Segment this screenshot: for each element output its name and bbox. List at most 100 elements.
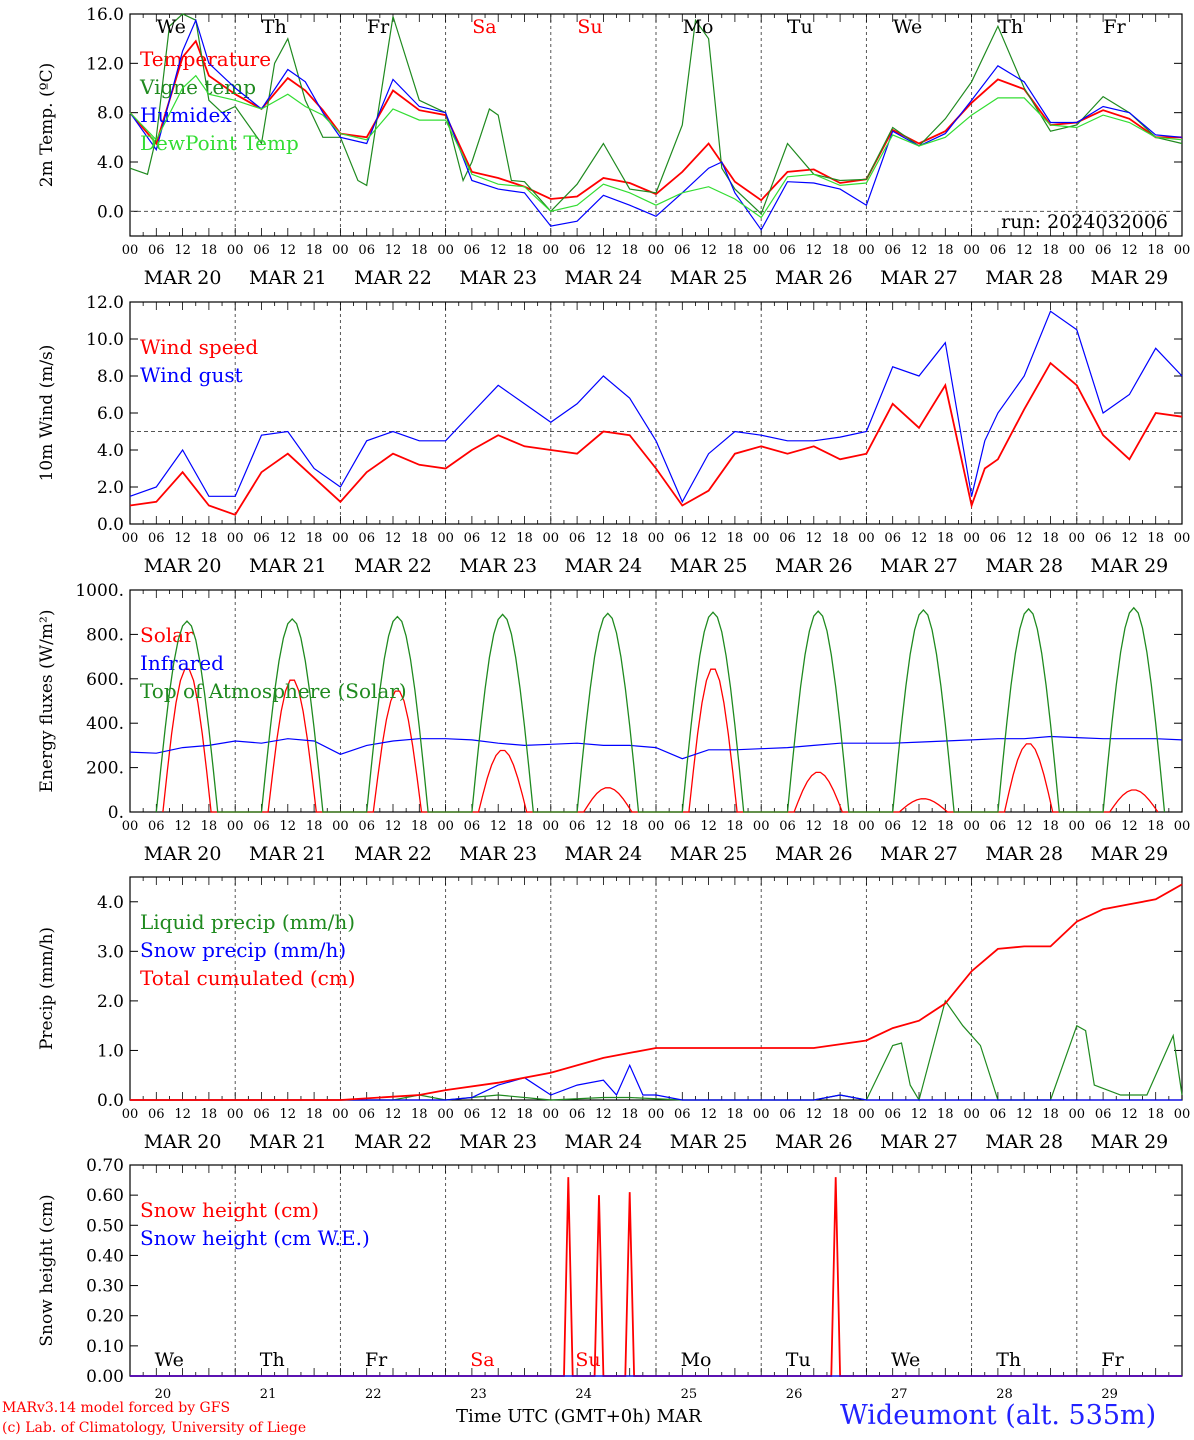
hour-tick-label: 00 xyxy=(1174,819,1191,834)
hour-tick-label: 06 xyxy=(569,243,586,258)
y-axis-label: Snow height (cm) xyxy=(37,1194,57,1346)
hour-tick-label: 12 xyxy=(280,243,297,258)
series-line xyxy=(129,310,1183,504)
hour-tick-label: 06 xyxy=(884,1107,901,1122)
y-tick-label: 0.50 xyxy=(86,1216,124,1236)
hour-tick-label: 18 xyxy=(621,819,638,834)
hour-tick-label: 12 xyxy=(1016,819,1033,834)
hour-tick-label: 00 xyxy=(332,243,349,258)
hour-tick-label: 18 xyxy=(201,819,218,834)
hour-tick-label: 06 xyxy=(253,819,270,834)
weekday-label: Tu xyxy=(788,16,813,38)
legend-entry: Solar xyxy=(140,623,194,647)
hour-tick-label: 18 xyxy=(306,243,323,258)
hour-tick-label: 18 xyxy=(832,1107,849,1122)
y-tick-label: 0.00 xyxy=(86,1367,124,1387)
weekday-label: Sa xyxy=(472,16,496,38)
hour-tick-label: 18 xyxy=(727,819,744,834)
date-label: MAR 20 xyxy=(144,1131,222,1153)
hour-tick-label: 18 xyxy=(1147,243,1164,258)
series-line xyxy=(155,606,1166,813)
date-label: MAR 26 xyxy=(775,843,853,865)
legend-entry: Infrared xyxy=(140,651,224,675)
hour-tick-label: 00 xyxy=(122,1107,139,1122)
series-line xyxy=(130,1063,1182,1101)
hour-tick-label: 06 xyxy=(148,819,165,834)
hour-tick-label: 00 xyxy=(753,819,770,834)
date-label: MAR 20 xyxy=(144,555,222,577)
hour-tick-label: 00 xyxy=(858,819,875,834)
hour-tick-label: 12 xyxy=(174,531,191,546)
y-tick-label: 8.0 xyxy=(97,367,124,387)
day-number-label: 21 xyxy=(260,1387,277,1402)
hour-tick-label: 00 xyxy=(543,819,560,834)
weekday-label: Sa xyxy=(470,1349,494,1371)
hour-tick-label: 06 xyxy=(358,819,375,834)
hour-tick-label: 12 xyxy=(911,1107,928,1122)
date-label: MAR 28 xyxy=(985,267,1063,289)
y-tick-label: 0.60 xyxy=(86,1186,124,1206)
hour-tick-label: 00 xyxy=(1174,243,1191,258)
hour-tick-label: 06 xyxy=(358,531,375,546)
y-tick-label: 0.0 xyxy=(97,202,124,222)
day-number-label: 28 xyxy=(996,1387,1013,1402)
date-label: MAR 28 xyxy=(985,843,1063,865)
hour-tick-label: 06 xyxy=(674,531,691,546)
hour-tick-label: 00 xyxy=(858,1107,875,1122)
hour-tick-label: 12 xyxy=(806,1107,823,1122)
legend-entry: DewPoint Temp xyxy=(140,131,299,155)
date-label: MAR 28 xyxy=(985,1131,1063,1153)
y-tick-label: 2.0 xyxy=(97,992,124,1012)
date-label: MAR 20 xyxy=(144,843,222,865)
y-tick-label: 4.0 xyxy=(97,893,124,913)
weekday-label: Fr xyxy=(367,16,390,38)
hour-tick-label: 00 xyxy=(1069,531,1086,546)
hour-tick-label: 12 xyxy=(280,1107,297,1122)
hour-tick-label: 12 xyxy=(595,819,612,834)
hour-tick-label: 12 xyxy=(385,243,402,258)
date-label: MAR 22 xyxy=(354,555,432,577)
run-label: run: 2024032006 xyxy=(1001,211,1168,233)
hour-tick-label: 18 xyxy=(727,531,744,546)
day-number-label: 22 xyxy=(365,1387,382,1402)
hour-tick-label: 00 xyxy=(227,243,244,258)
hour-tick-label: 06 xyxy=(464,243,481,258)
hour-tick-label: 00 xyxy=(753,243,770,258)
date-label: MAR 25 xyxy=(670,555,748,577)
date-label: MAR 29 xyxy=(1091,843,1169,865)
hour-tick-label: 12 xyxy=(174,1107,191,1122)
hour-tick-label: 18 xyxy=(937,531,954,546)
hour-tick-label: 18 xyxy=(937,243,954,258)
legend-entry: Snow precip (mm/h) xyxy=(140,938,346,962)
weekday-label: We xyxy=(157,16,186,38)
hour-tick-label: 18 xyxy=(937,1107,954,1122)
hour-tick-label: 00 xyxy=(1174,1107,1191,1122)
y-tick-label: 2.0 xyxy=(97,478,124,498)
hour-tick-label: 12 xyxy=(911,531,928,546)
hour-tick-label: 06 xyxy=(990,1107,1007,1122)
date-label: MAR 26 xyxy=(775,267,853,289)
y-tick-label: 1.0 xyxy=(97,1041,124,1061)
hour-tick-label: 00 xyxy=(753,1107,770,1122)
hour-tick-label: 18 xyxy=(306,531,323,546)
hour-tick-label: 12 xyxy=(700,243,717,258)
weekday-label: Tu xyxy=(786,1349,811,1371)
hour-tick-label: 06 xyxy=(674,243,691,258)
hour-tick-label: 18 xyxy=(621,243,638,258)
date-label: MAR 25 xyxy=(670,1131,748,1153)
date-label: MAR 21 xyxy=(249,843,327,865)
date-label: MAR 29 xyxy=(1091,555,1169,577)
weekday-label: Mo xyxy=(681,1349,712,1371)
weekday-label: We xyxy=(891,1349,920,1371)
hour-tick-label: 18 xyxy=(306,819,323,834)
hour-tick-label: 18 xyxy=(516,243,533,258)
hour-tick-label: 12 xyxy=(595,531,612,546)
hour-tick-label: 18 xyxy=(1042,1107,1059,1122)
hour-tick-label: 06 xyxy=(569,531,586,546)
weekday-label: Th xyxy=(996,1349,1021,1371)
hour-tick-label: 06 xyxy=(253,531,270,546)
series-line xyxy=(129,735,1183,760)
hour-tick-label: 18 xyxy=(201,1107,218,1122)
weekday-label: Th xyxy=(262,16,287,38)
hour-tick-label: 12 xyxy=(1121,1107,1138,1122)
